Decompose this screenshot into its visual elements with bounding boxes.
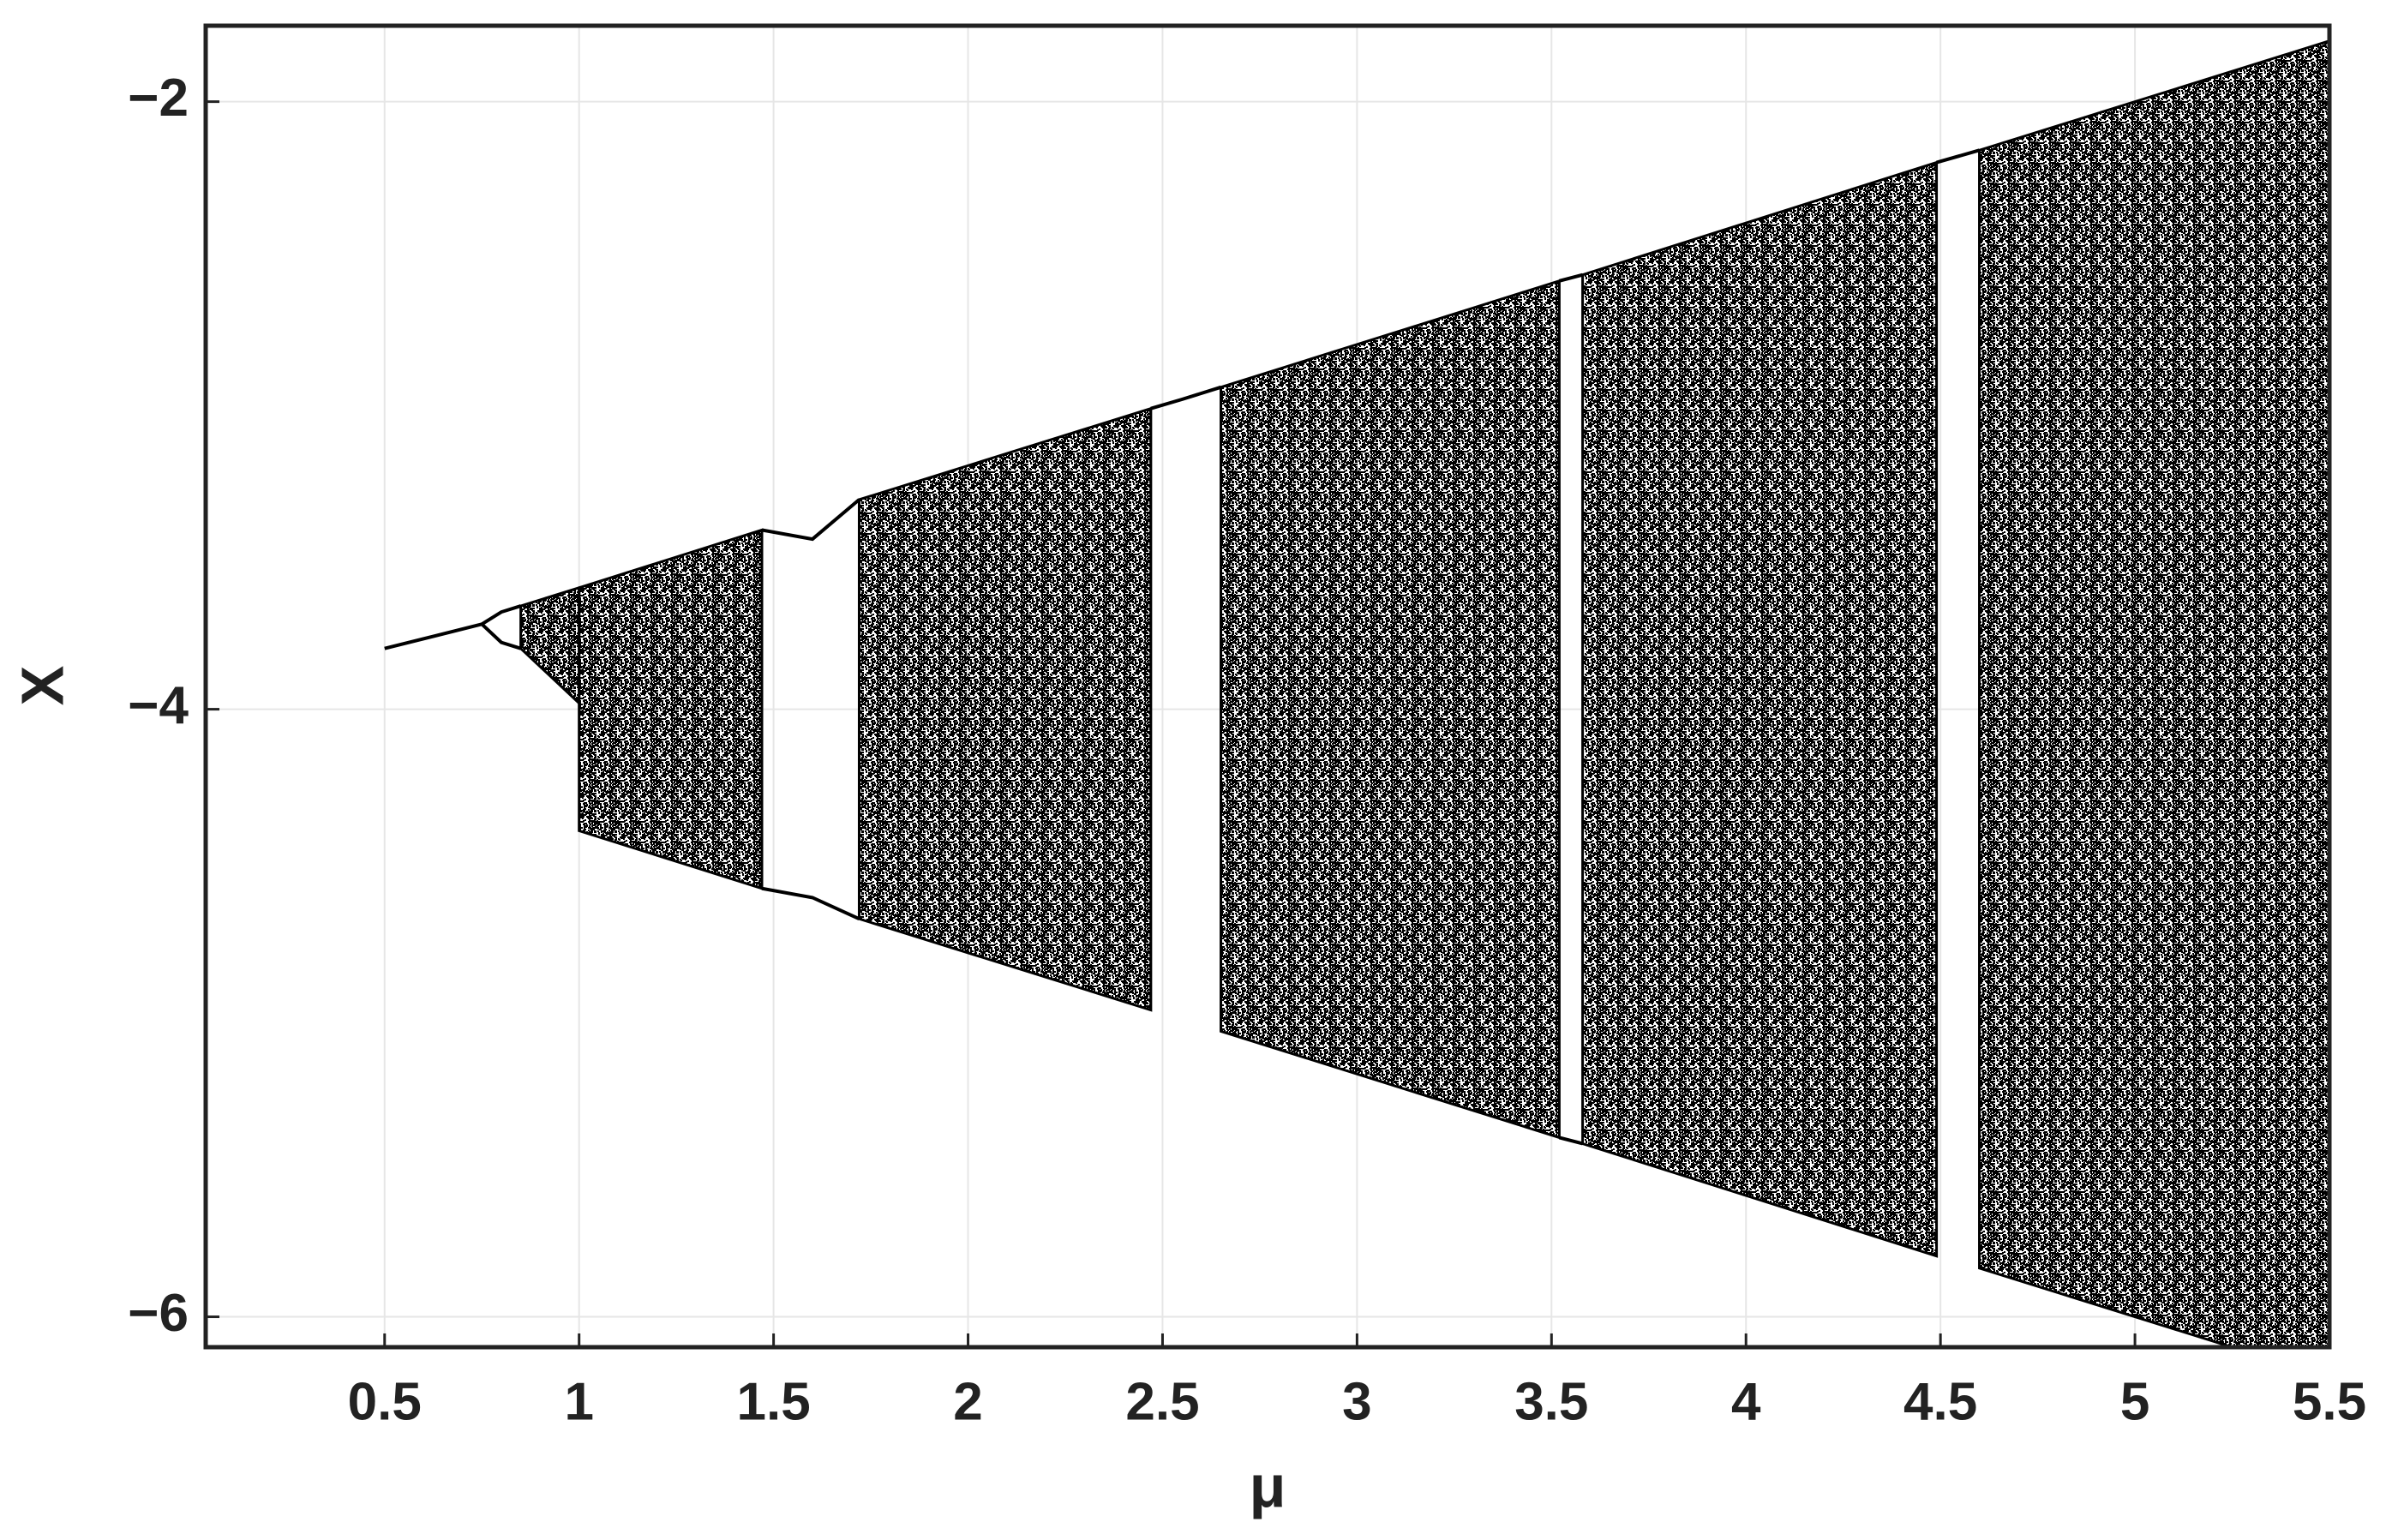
plot-area [384,39,2329,1347]
y-axis-label: X [9,665,75,705]
x-tick-label: 5.5 [2293,1372,2366,1431]
periodic-branch [384,622,483,650]
periodic-branch [480,622,522,650]
periodic-branch [1936,148,1981,165]
plot-frame [203,23,2332,1350]
x-tick-label: 5 [2120,1372,2149,1431]
x-tick-label: 0.5 [348,1372,422,1431]
periodic-branch [481,604,522,626]
periodic-branch [1150,385,1222,410]
y-tick-label: −2 [128,69,189,128]
x-tick-label: 4 [1731,1372,1761,1431]
chaotic-band [857,406,1153,1012]
chaotic-band [1581,160,1939,1258]
chaotic-band [519,585,581,706]
chaotic-band [1978,39,2329,1347]
x-tick-label: 1.5 [737,1372,811,1431]
periodic-branch [1558,1136,1584,1146]
periodic-branch [1558,273,1584,283]
periodic-branch [761,886,860,920]
chaotic-band [578,528,764,890]
chaotic-band [1220,279,1561,1140]
y-tick-label: −6 [128,1284,189,1343]
y-tick-label: −4 [128,676,189,735]
x-tick-label: 3 [1342,1372,1371,1431]
x-tick-label: 4.5 [1903,1372,1977,1431]
x-axis-label: μ [1250,1453,1286,1519]
x-tick-label: 2.5 [1125,1372,1199,1431]
x-tick-label: 1 [564,1372,593,1431]
x-tick-label: 3.5 [1514,1372,1588,1431]
x-tick-label: 2 [953,1372,982,1431]
periodic-branch [761,498,860,542]
